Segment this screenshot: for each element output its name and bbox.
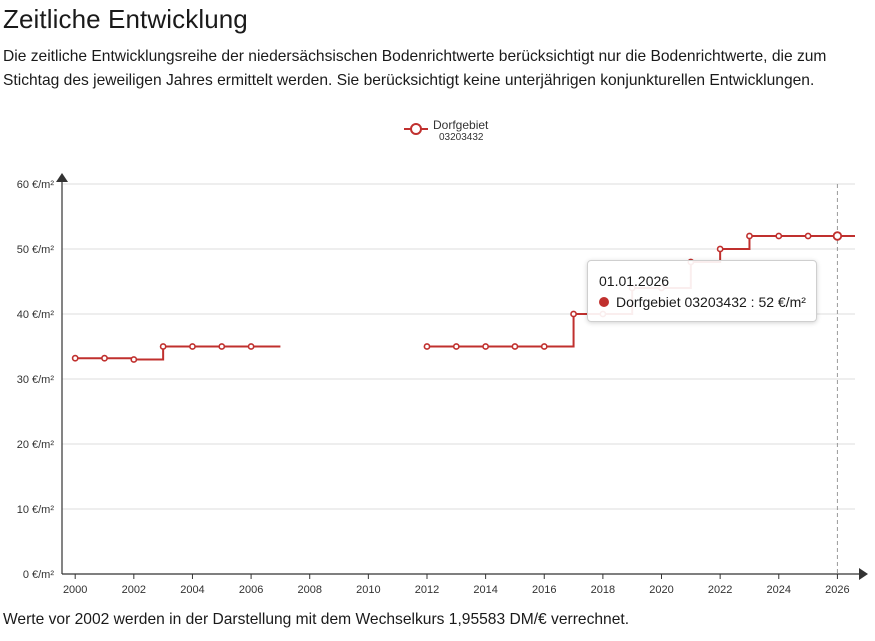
legend-series-name: Dorfgebiet [433, 118, 489, 132]
x-tick-label: 2018 [591, 584, 615, 596]
legend-series-id: 03203432 [439, 132, 484, 143]
y-tick-label: 50 €/m² [17, 244, 55, 256]
data-point[interactable] [189, 343, 196, 350]
data-point[interactable] [775, 232, 783, 240]
data-point[interactable] [716, 245, 724, 253]
data-point[interactable] [832, 231, 843, 241]
data-point[interactable] [218, 343, 226, 350]
data-point[interactable] [452, 343, 460, 350]
x-tick-label: 2014 [473, 584, 497, 596]
x-tick-label: 2024 [767, 584, 791, 596]
grid-lines [62, 183, 855, 574]
x-tick-label: 2010 [356, 584, 380, 596]
time-series-chart[interactable]: 0 €/m² 10 €/m² 20 €/m² 30 €/m² 40 €/m² 50 €/m… [0, 110, 875, 600]
chart-tooltip: 01.01.2026 Dorfgebiet 03203432 : 52 €/m² [587, 260, 817, 322]
y-tick-label: 60 €/m² [17, 179, 55, 191]
series-line[interactable] [75, 345, 281, 361]
data-point[interactable] [570, 310, 577, 318]
data-point[interactable] [130, 356, 138, 363]
axes [56, 173, 868, 580]
data-point[interactable] [482, 343, 490, 350]
data-point[interactable] [423, 343, 431, 350]
x-tick-label: 2022 [708, 584, 732, 596]
data-point[interactable] [247, 343, 255, 350]
y-tick-label: 40 €/m² [17, 309, 55, 321]
x-tick-label: 2020 [649, 584, 673, 596]
chart-legend[interactable]: Dorfgebiet 03203432 [404, 118, 489, 143]
tooltip-series-dot-icon [599, 297, 609, 307]
data-point[interactable] [71, 354, 79, 362]
tooltip-series-value: Dorfgebiet 03203432 : 52 €/m² [616, 294, 806, 310]
data-point[interactable] [101, 354, 108, 362]
x-tick-label: 2012 [415, 584, 439, 596]
tick-labels: 0 €/m² 10 €/m² 20 €/m² 30 €/m² 40 €/m² 50 €/m… [17, 179, 850, 596]
x-tick-label: 2008 [297, 584, 321, 596]
y-axis-arrow-icon [56, 173, 68, 182]
data-point[interactable] [159, 343, 167, 350]
exchange-rate-note: Werte vor 2002 werden in der Darstellung… [3, 611, 630, 628]
x-axis-arrow-icon [859, 568, 868, 580]
data-point[interactable] [746, 232, 753, 240]
data-point[interactable] [804, 232, 812, 240]
tooltip-date: 01.01.2026 [599, 273, 670, 289]
y-tick-label: 0 €/m² [23, 569, 55, 581]
data-point[interactable] [540, 343, 548, 350]
x-tick-label: 2016 [532, 584, 556, 596]
y-tick-label: 30 €/m² [17, 374, 55, 386]
intro-text: Die zeitliche Entwicklungsreihe der nied… [3, 48, 827, 89]
x-tick-label: 2006 [239, 584, 263, 596]
data-point[interactable] [511, 343, 519, 350]
y-tick-label: 10 €/m² [17, 504, 55, 516]
legend-marker-icon [410, 123, 422, 135]
x-tick-label: 2026 [825, 584, 849, 596]
x-tick-label: 2004 [180, 584, 204, 596]
x-tick-label: 2000 [63, 584, 87, 596]
page-title: Zeitliche Entwicklung [3, 4, 248, 34]
y-tick-label: 20 €/m² [17, 439, 55, 451]
x-tick-label: 2002 [122, 584, 146, 596]
